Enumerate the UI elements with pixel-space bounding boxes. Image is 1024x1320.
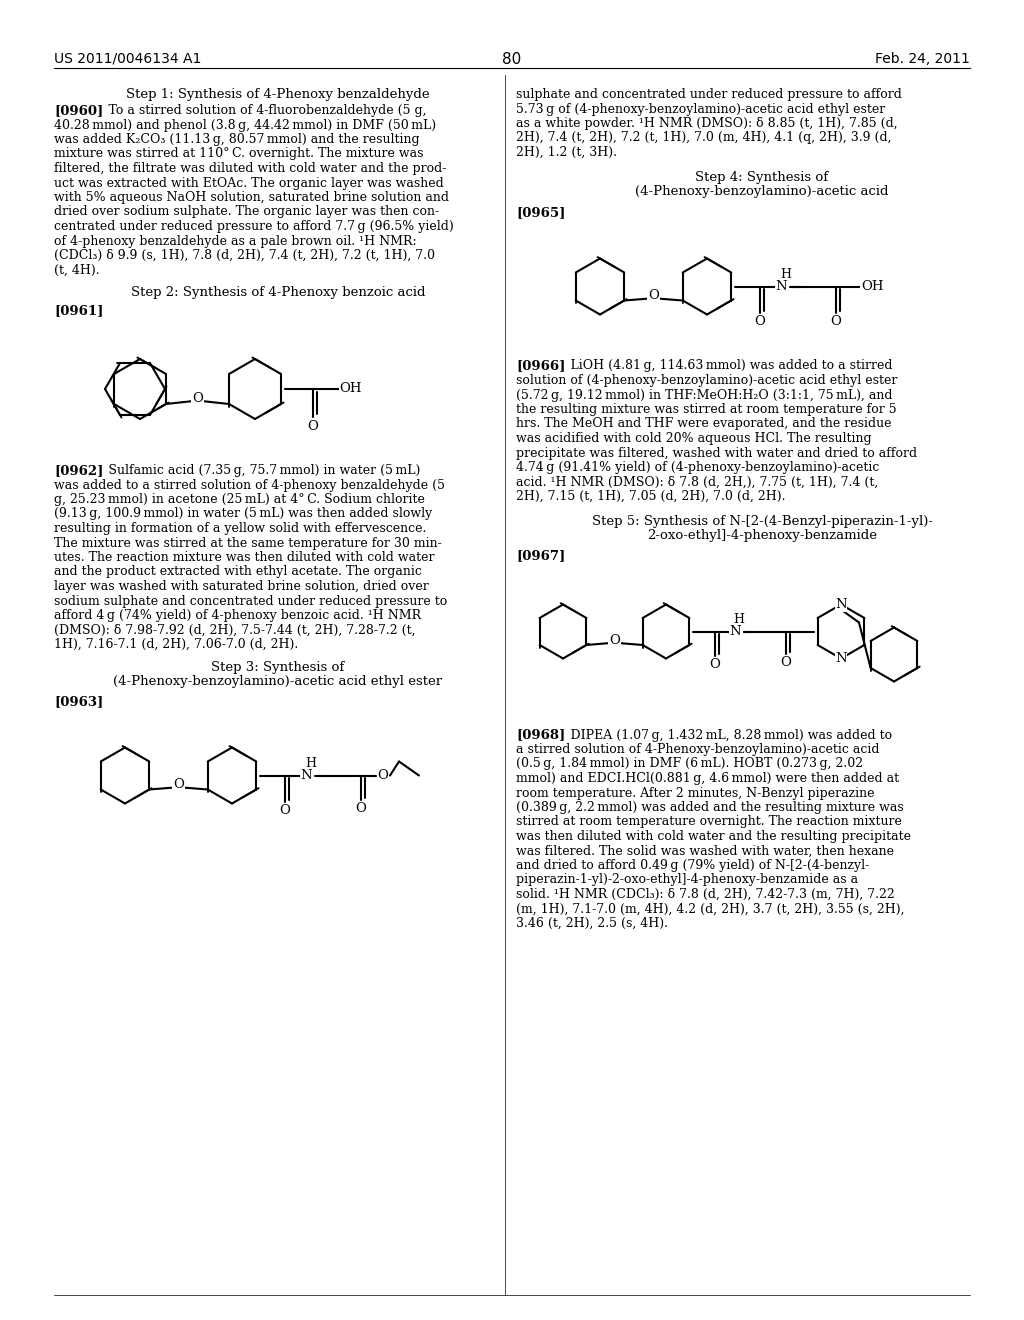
Text: centrated under reduced pressure to afford 7.7 g (96.5% yield): centrated under reduced pressure to affo… — [54, 220, 454, 234]
Text: O: O — [307, 420, 318, 433]
Text: OH: OH — [340, 383, 362, 396]
Text: O: O — [609, 634, 620, 647]
Text: (4-Phenoxy-benzoylamino)-acetic acid: (4-Phenoxy-benzoylamino)-acetic acid — [635, 186, 889, 198]
Text: resulting in formation of a yellow solid with effervescence.: resulting in formation of a yellow solid… — [54, 521, 426, 535]
Text: acid. ¹H NMR (DMSO): δ 7.8 (d, 2H,), 7.75 (t, 1H), 7.4 (t,: acid. ¹H NMR (DMSO): δ 7.8 (d, 2H,), 7.7… — [516, 475, 879, 488]
Text: LiOH (4.81 g, 114.63 mmol) was added to a stirred: LiOH (4.81 g, 114.63 mmol) was added to … — [558, 359, 893, 372]
Text: and dried to afford 0.49 g (79% yield) of N-[2-(4-benzyl-: and dried to afford 0.49 g (79% yield) o… — [516, 859, 869, 873]
Text: (t, 4H).: (t, 4H). — [54, 264, 99, 276]
Text: OH: OH — [861, 280, 884, 293]
Text: a stirred solution of 4-Phenoxy-benzoylamino)-acetic acid: a stirred solution of 4-Phenoxy-benzoyla… — [516, 743, 880, 756]
Text: Sulfamic acid (7.35 g, 75.7 mmol) in water (5 mL): Sulfamic acid (7.35 g, 75.7 mmol) in wat… — [96, 465, 421, 477]
Text: O: O — [193, 392, 203, 404]
Text: (CDCl₃) δ 9.9 (s, 1H), 7.8 (d, 2H), 7.4 (t, 2H), 7.2 (t, 1H), 7.0: (CDCl₃) δ 9.9 (s, 1H), 7.8 (d, 2H), 7.4 … — [54, 249, 435, 261]
Text: 40.28 mmol) and phenol (3.8 g, 44.42 mmol) in DMF (50 mL): 40.28 mmol) and phenol (3.8 g, 44.42 mmo… — [54, 119, 436, 132]
Text: N: N — [300, 770, 312, 781]
Text: filtered, the filtrate was diluted with cold water and the prod-: filtered, the filtrate was diluted with … — [54, 162, 446, 176]
Text: DIPEA (1.07 g, 1.432 mL, 8.28 mmol) was added to: DIPEA (1.07 g, 1.432 mL, 8.28 mmol) was … — [558, 729, 892, 742]
Text: [0963]: [0963] — [54, 696, 103, 709]
Text: [0962]: [0962] — [54, 465, 103, 477]
Text: of 4-phenoxy benzaldehyde as a pale brown oil. ¹H NMR:: of 4-phenoxy benzaldehyde as a pale brow… — [54, 235, 417, 248]
Text: 1H), 7.16-7.1 (d, 2H), 7.06-7.0 (d, 2H).: 1H), 7.16-7.1 (d, 2H), 7.06-7.0 (d, 2H). — [54, 638, 298, 651]
Text: mixture was stirred at 110° C. overnight. The mixture was: mixture was stirred at 110° C. overnight… — [54, 148, 424, 161]
Text: was acidified with cold 20% aqueous HCl. The resulting: was acidified with cold 20% aqueous HCl.… — [516, 432, 871, 445]
Text: 2-oxo-ethyl]-4-phenoxy-benzamide: 2-oxo-ethyl]-4-phenoxy-benzamide — [647, 529, 877, 543]
Text: the resulting mixture was stirred at room temperature for 5: the resulting mixture was stirred at roo… — [516, 403, 897, 416]
Text: O: O — [710, 657, 721, 671]
Text: O: O — [780, 656, 792, 669]
Text: was added K₂CO₃ (11.13 g, 80.57 mmol) and the resulting: was added K₂CO₃ (11.13 g, 80.57 mmol) an… — [54, 133, 420, 147]
Text: (m, 1H), 7.1-7.0 (m, 4H), 4.2 (d, 2H), 3.7 (t, 2H), 3.55 (s, 2H),: (m, 1H), 7.1-7.0 (m, 4H), 4.2 (d, 2H), 3… — [516, 903, 904, 916]
Text: 3.46 (t, 2H), 2.5 (s, 4H).: 3.46 (t, 2H), 2.5 (s, 4H). — [516, 917, 668, 931]
Text: (4-Phenoxy-benzoylamino)-acetic acid ethyl ester: (4-Phenoxy-benzoylamino)-acetic acid eth… — [114, 676, 442, 689]
Text: solution of (4-phenoxy-benzoylamino)-acetic acid ethyl ester: solution of (4-phenoxy-benzoylamino)-ace… — [516, 374, 897, 387]
Text: O: O — [755, 315, 765, 327]
Text: Step 3: Synthesis of: Step 3: Synthesis of — [211, 660, 345, 673]
Text: O: O — [648, 289, 658, 302]
Text: To a stirred solution of 4-fluorobenzaldehyde (5 g,: To a stirred solution of 4-fluorobenzald… — [96, 104, 427, 117]
Text: 80: 80 — [503, 53, 521, 67]
Text: mmol) and EDCI.HCl(0.881 g, 4.6 mmol) were then added at: mmol) and EDCI.HCl(0.881 g, 4.6 mmol) we… — [516, 772, 899, 785]
Text: was filtered. The solid was washed with water, then hexane: was filtered. The solid was washed with … — [516, 845, 894, 858]
Text: Step 5: Synthesis of N-[2-(4-Benzyl-piperazin-1-yl)-: Step 5: Synthesis of N-[2-(4-Benzyl-pipe… — [592, 515, 933, 528]
Text: utes. The reaction mixture was then diluted with cold water: utes. The reaction mixture was then dilu… — [54, 550, 434, 564]
Text: O: O — [830, 315, 842, 327]
Text: dried over sodium sulphate. The organic layer was then con-: dried over sodium sulphate. The organic … — [54, 206, 439, 219]
Text: (0.389 g, 2.2 mmol) was added and the resulting mixture was: (0.389 g, 2.2 mmol) was added and the re… — [516, 801, 904, 814]
Text: Step 1: Synthesis of 4-Phenoxy benzaldehyde: Step 1: Synthesis of 4-Phenoxy benzaldeh… — [126, 88, 430, 102]
Text: Step 4: Synthesis of: Step 4: Synthesis of — [695, 170, 828, 183]
Text: and the product extracted with ethyl acetate. The organic: and the product extracted with ethyl ace… — [54, 565, 422, 578]
Text: The mixture was stirred at the same temperature for 30 min-: The mixture was stirred at the same temp… — [54, 536, 441, 549]
Text: layer was washed with saturated brine solution, dried over: layer was washed with saturated brine so… — [54, 579, 429, 593]
Text: precipitate was filtered, washed with water and dried to afford: precipitate was filtered, washed with wa… — [516, 446, 918, 459]
Text: O: O — [280, 804, 291, 817]
Text: sulphate and concentrated under reduced pressure to afford: sulphate and concentrated under reduced … — [516, 88, 902, 102]
Text: Step 2: Synthesis of 4-Phenoxy benzoic acid: Step 2: Synthesis of 4-Phenoxy benzoic a… — [131, 286, 425, 300]
Text: (DMSO): δ 7.98-7.92 (d, 2H), 7.5-7.44 (t, 2H), 7.28-7.2 (t,: (DMSO): δ 7.98-7.92 (d, 2H), 7.5-7.44 (t… — [54, 623, 416, 636]
Text: US 2011/0046134 A1: US 2011/0046134 A1 — [54, 51, 202, 66]
Text: 4.74 g (91.41% yield) of (4-phenoxy-benzoylamino)-acetic: 4.74 g (91.41% yield) of (4-phenoxy-benz… — [516, 461, 880, 474]
Text: hrs. The MeOH and THF were evaporated, and the residue: hrs. The MeOH and THF were evaporated, a… — [516, 417, 892, 430]
Text: was added to a stirred solution of 4-phenoxy benzaldehyde (5: was added to a stirred solution of 4-phe… — [54, 479, 445, 491]
Text: sodium sulphate and concentrated under reduced pressure to: sodium sulphate and concentrated under r… — [54, 594, 447, 607]
Text: uct was extracted with EtOAc. The organic layer was washed: uct was extracted with EtOAc. The organi… — [54, 177, 443, 190]
Text: 5.73 g of (4-phenoxy-benzoylamino)-acetic acid ethyl ester: 5.73 g of (4-phenoxy-benzoylamino)-aceti… — [516, 103, 886, 116]
Text: [0968]: [0968] — [516, 729, 565, 742]
Text: N: N — [729, 624, 740, 638]
Text: O: O — [173, 777, 184, 791]
Text: N: N — [836, 652, 847, 665]
Text: 2H), 7.4 (t, 2H), 7.2 (t, 1H), 7.0 (m, 4H), 4.1 (q, 2H), 3.9 (d,: 2H), 7.4 (t, 2H), 7.2 (t, 1H), 7.0 (m, 4… — [516, 132, 892, 144]
Text: piperazin-1-yl)-2-oxo-ethyl]-4-phenoxy-benzamide as a: piperazin-1-yl)-2-oxo-ethyl]-4-phenoxy-b… — [516, 874, 858, 887]
Text: [0960]: [0960] — [54, 104, 103, 117]
Text: with 5% aqueous NaOH solution, saturated brine solution and: with 5% aqueous NaOH solution, saturated… — [54, 191, 449, 205]
Text: 2H), 7.15 (t, 1H), 7.05 (d, 2H), 7.0 (d, 2H).: 2H), 7.15 (t, 1H), 7.05 (d, 2H), 7.0 (d,… — [516, 490, 785, 503]
Text: N: N — [836, 598, 847, 611]
Text: H: H — [733, 612, 744, 626]
Text: (5.72 g, 19.12 mmol) in THF:MeOH:H₂O (3:1:1, 75 mL), and: (5.72 g, 19.12 mmol) in THF:MeOH:H₂O (3:… — [516, 388, 893, 401]
Text: 2H), 1.2 (t, 3H).: 2H), 1.2 (t, 3H). — [516, 147, 617, 158]
Text: Feb. 24, 2011: Feb. 24, 2011 — [876, 51, 970, 66]
Text: O: O — [355, 803, 367, 814]
Text: afford 4 g (74% yield) of 4-phenoxy benzoic acid. ¹H NMR: afford 4 g (74% yield) of 4-phenoxy benz… — [54, 609, 421, 622]
Text: [0967]: [0967] — [516, 549, 565, 562]
Text: (9.13 g, 100.9 mmol) in water (5 mL) was then added slowly: (9.13 g, 100.9 mmol) in water (5 mL) was… — [54, 507, 432, 520]
Text: [0961]: [0961] — [54, 304, 103, 317]
Text: (0.5 g, 1.84 mmol) in DMF (6 mL). HOBT (0.273 g, 2.02: (0.5 g, 1.84 mmol) in DMF (6 mL). HOBT (… — [516, 758, 863, 771]
Text: stirred at room temperature overnight. The reaction mixture: stirred at room temperature overnight. T… — [516, 816, 902, 829]
Text: g, 25.23 mmol) in acetone (25 mL) at 4° C. Sodium chlorite: g, 25.23 mmol) in acetone (25 mL) at 4° … — [54, 492, 425, 506]
Text: [0965]: [0965] — [516, 206, 565, 219]
Text: [0966]: [0966] — [516, 359, 565, 372]
Text: H: H — [780, 268, 792, 281]
Text: O: O — [378, 770, 388, 781]
Text: N: N — [775, 280, 786, 293]
Text: as a white powder. ¹H NMR (DMSO): δ 8.85 (t, 1H), 7.85 (d,: as a white powder. ¹H NMR (DMSO): δ 8.85… — [516, 117, 898, 129]
Text: room temperature. After 2 minutes, N-Benzyl piperazine: room temperature. After 2 minutes, N-Ben… — [516, 787, 874, 800]
Text: was then diluted with cold water and the resulting precipitate: was then diluted with cold water and the… — [516, 830, 911, 843]
Text: solid. ¹H NMR (CDCl₃): δ 7.8 (d, 2H), 7.42-7.3 (m, 7H), 7.22: solid. ¹H NMR (CDCl₃): δ 7.8 (d, 2H), 7.… — [516, 888, 895, 902]
Text: H: H — [305, 756, 316, 770]
